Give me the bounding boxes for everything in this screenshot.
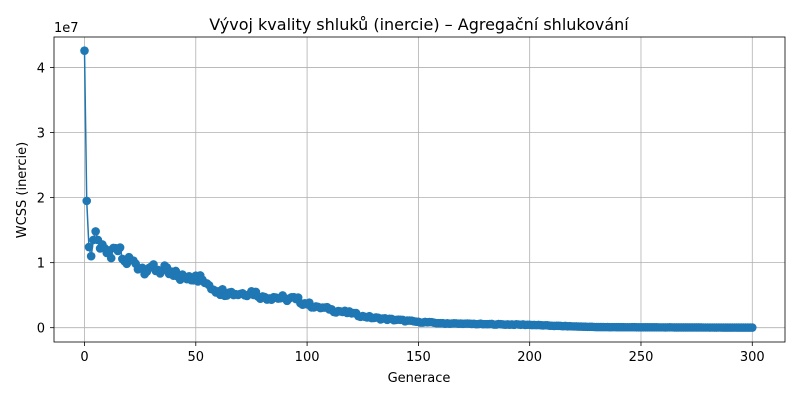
x-axis-label: Generace [388,371,451,386]
data-point [218,285,227,294]
data-point [106,253,116,263]
data-point [82,196,92,206]
y-tick-label: 0 [37,322,45,337]
chart-title: Vývoj kvality shluků (inercie) – Agregač… [209,15,629,34]
x-tick-label: 250 [629,350,654,365]
x-tick-label: 100 [295,350,320,365]
y-tick-label: 3 [37,127,45,142]
data-point [747,323,757,332]
y-tick-label: 2 [37,192,45,207]
x-tick-label: 0 [80,350,88,365]
x-tick-label: 50 [188,350,205,365]
axes-frame [53,36,786,343]
x-tick-label: 200 [517,350,542,365]
x-tick-label: 150 [406,350,431,365]
y-axis: 0 1 2 3 4 [37,62,54,337]
data-point [84,242,94,252]
x-axis: 0 50 100 150 200 250 300 [80,342,765,365]
y-axis-label: WCSS (inercie) [15,142,30,238]
y-tick-label: 4 [37,62,45,77]
grid [54,37,785,342]
y-offset-label: 1e7 [54,21,79,36]
plot-area [80,46,757,332]
data-point [86,251,96,261]
data-point [115,243,125,252]
y-tick-label: 1 [37,257,45,272]
x-tick-label: 300 [740,350,765,365]
data-point [91,227,100,236]
data-point [80,46,89,55]
